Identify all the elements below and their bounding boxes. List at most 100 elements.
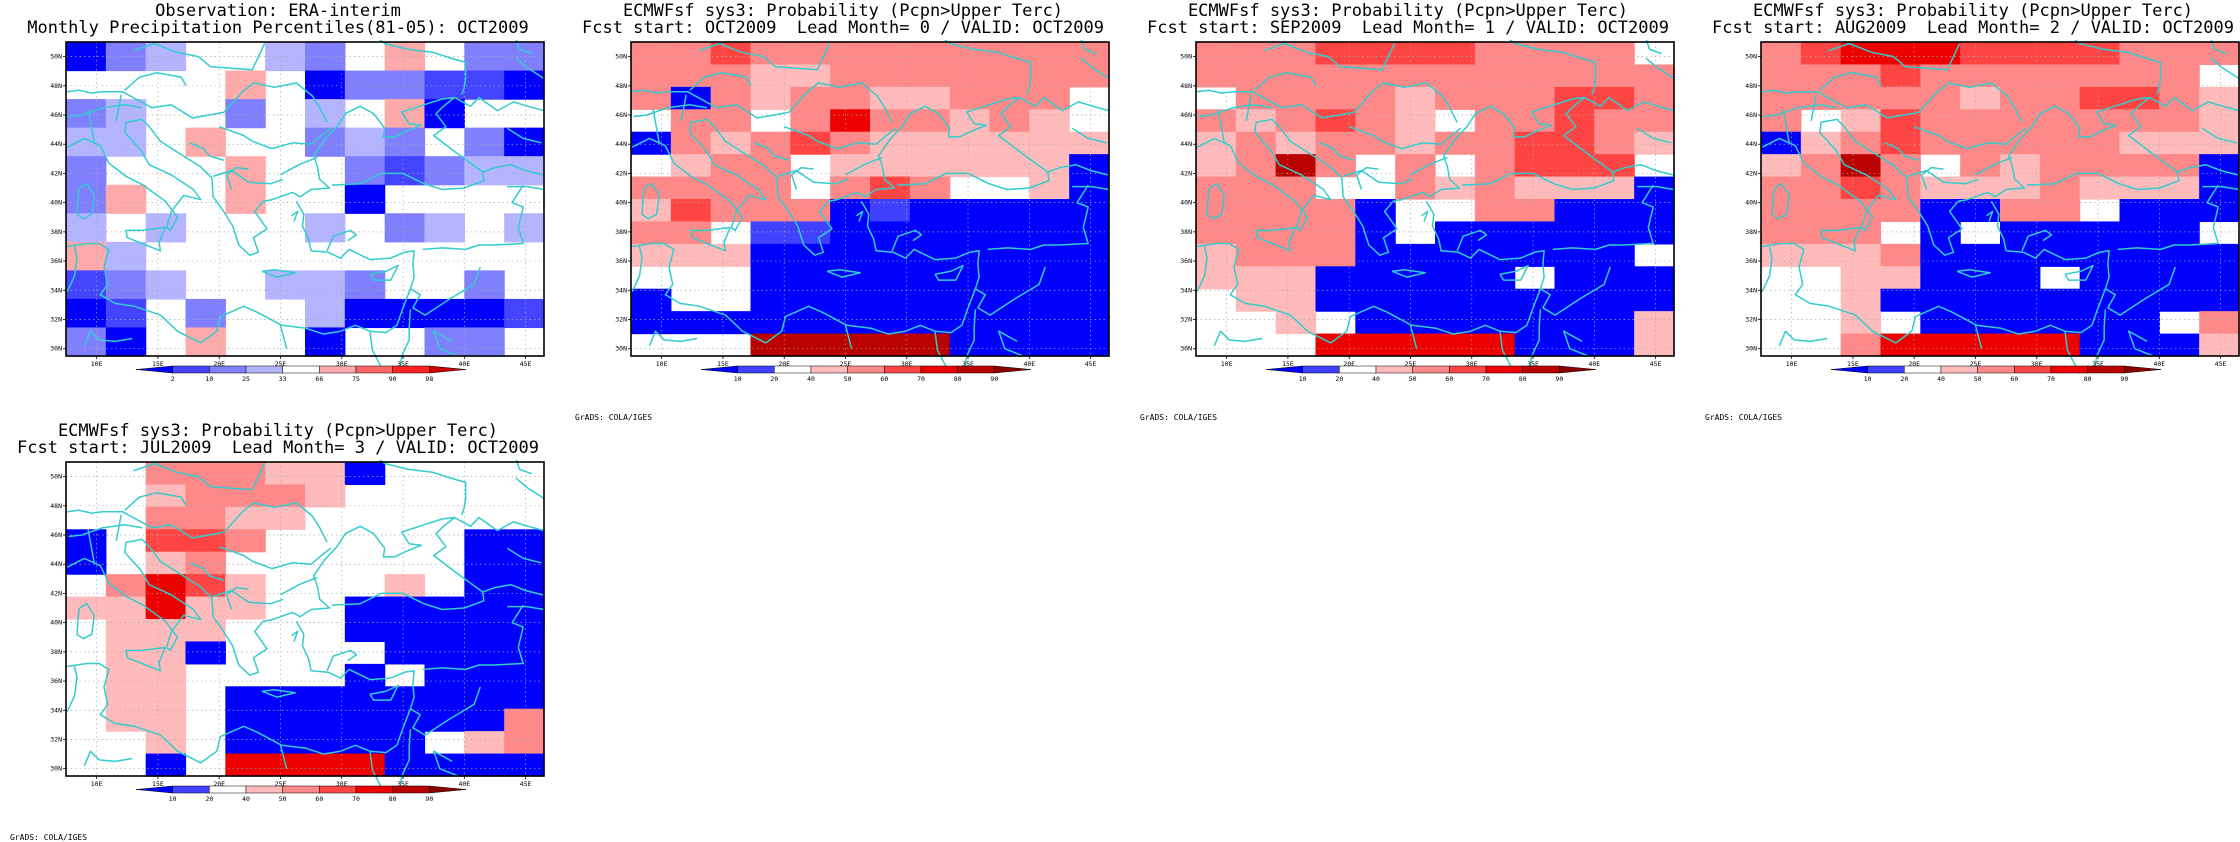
grid-cell (344, 70, 386, 100)
legend-label: 60 (1445, 375, 1453, 382)
grid-cell (1761, 64, 1802, 88)
grid-cell (1840, 288, 1882, 312)
grid-cell (1920, 64, 1961, 88)
grid-cell (1069, 333, 1110, 357)
legend-swatch (1302, 365, 1340, 374)
grid-cell (1514, 333, 1556, 357)
grid-cell (105, 327, 147, 357)
grid-cell (1514, 42, 1556, 66)
legend-label: 50 (844, 375, 852, 382)
lon-tick-label: 45E (1085, 360, 1097, 368)
grid-cell (750, 176, 791, 200)
coastline (1986, 210, 1994, 222)
grid-cell (1196, 199, 1237, 223)
grid-cell (105, 127, 147, 157)
legend-swatch (245, 785, 283, 794)
lon-tick-label: 15E (152, 360, 164, 368)
grid-cell (504, 731, 545, 755)
grid-cell (1315, 154, 1356, 178)
grid-cell (145, 270, 187, 300)
coastline (83, 750, 133, 767)
coastline (2105, 266, 2177, 316)
grid-cell (384, 70, 426, 100)
grid-cell (1554, 109, 1595, 133)
legend-swatch (429, 785, 467, 794)
coastline (1562, 330, 1589, 357)
grid-cell (949, 64, 991, 88)
grid-cell (1800, 42, 1842, 66)
coastline (891, 229, 923, 252)
coastline (1552, 184, 1654, 251)
grid-cell (2000, 221, 2041, 245)
grid-cell (1554, 288, 1595, 312)
grid-cell (1235, 64, 1277, 88)
grid-cell (1315, 333, 1356, 357)
lat-tick-label: 48N (50, 502, 62, 510)
lon-tick-label: 45E (2215, 360, 2227, 368)
coastlines (631, 40, 1110, 374)
grid-cell (265, 708, 306, 732)
grid-cell (2039, 333, 2081, 357)
grid-cell (909, 131, 951, 155)
lat-tick-label: 46N (1180, 111, 1192, 119)
grid-cell (1435, 311, 1476, 335)
grid-cell (2079, 243, 2121, 267)
legend-label: 10 (1864, 375, 1872, 382)
grid-cell (2039, 64, 2081, 88)
coastline (648, 330, 698, 347)
grid-cell (1840, 333, 1882, 357)
coastline (844, 325, 853, 349)
grid-cell (66, 156, 107, 186)
coastline (1197, 89, 1254, 94)
coastline (1254, 71, 1317, 91)
lat-tick-label: 44N (1180, 140, 1192, 148)
grid-cell (66, 596, 107, 620)
coastline (631, 246, 643, 293)
lon-tick-label: 25E (275, 360, 287, 368)
grid-cell (909, 199, 951, 223)
coastline (67, 620, 415, 764)
coastline (1421, 210, 1429, 222)
legend-swatch (245, 365, 283, 374)
grid-cell (1196, 266, 1237, 290)
lat-tick-label: 36N (1745, 257, 1757, 265)
grid-cell (830, 86, 871, 110)
grid-cell (344, 298, 386, 329)
coastline (997, 330, 1024, 357)
grid-cell (750, 333, 791, 357)
grid-cell (2079, 42, 2121, 66)
grid-cell (225, 70, 266, 100)
legend-label: 66 (315, 375, 323, 382)
legend-swatch (1867, 365, 1905, 374)
grid-cell (504, 641, 545, 665)
grid-cell (424, 213, 465, 243)
grid-cell (989, 109, 1030, 133)
grid-cell (670, 131, 712, 155)
grid-cell (2079, 288, 2121, 312)
coastline (1410, 156, 1448, 176)
grid-cell (1474, 333, 1516, 357)
grid-cell (2119, 288, 2160, 312)
legend-label: 90 (2120, 375, 2128, 382)
grid-cell (185, 574, 226, 598)
grid-cell (1880, 64, 1921, 88)
coastline (66, 666, 78, 713)
grid-cell (105, 184, 147, 214)
grid-cell (1029, 86, 1070, 110)
grid-cell (1069, 154, 1110, 178)
lat-tick-label: 46N (50, 531, 62, 539)
coastline (66, 516, 485, 676)
grid-cell (2000, 288, 2041, 312)
grid-cell (2039, 311, 2081, 335)
legend-swatch (2014, 365, 2052, 374)
grid-cell (384, 708, 426, 732)
grid-cell (1880, 266, 1921, 290)
grid-cell (710, 64, 752, 88)
coastline (124, 491, 187, 511)
grid-cell (105, 298, 147, 329)
grid-cell (424, 327, 465, 357)
panel-title-line1: ECMWFsf sys3: Probability (Pcpn>Upper Te… (1752, 1, 2194, 21)
color-legend: 10 20 40 50 60 70 80 90 (700, 365, 1032, 382)
coastline (279, 325, 288, 349)
legend-label: 90 (990, 375, 998, 382)
